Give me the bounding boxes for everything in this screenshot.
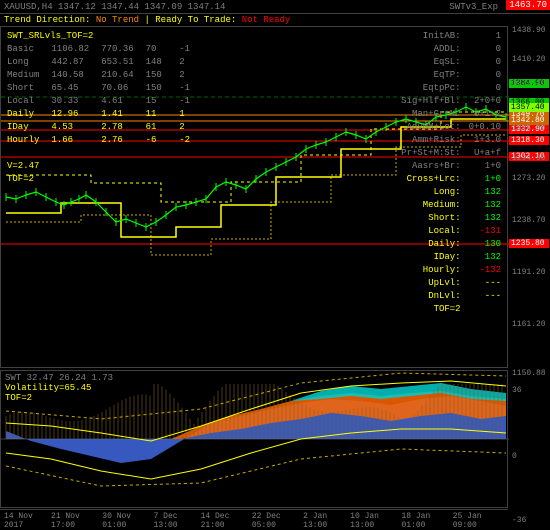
ea-label: SWTv3_Exp <box>449 2 498 12</box>
x-axis: 14 Nov 201721 Nov 17:0030 Nov 01:007 Dec… <box>0 509 508 523</box>
price-tag: 1463.70 <box>506 0 550 10</box>
x-tick: 14 Dec 21:00 <box>201 512 252 521</box>
ready-label: Ready To Trade: <box>155 15 236 25</box>
ready-value: Not Ready <box>242 15 291 25</box>
x-tick: 30 Nov 01:00 <box>102 512 153 521</box>
right-data-table: InitAB:1ADDL:0EqSL:0EqTP:0EqtpPc:0Sig+Hl… <box>393 29 503 317</box>
trend-bar: Trend Direction: No Trend | Ready To Tra… <box>0 14 508 26</box>
x-tick: 22 Dec 05:00 <box>252 512 303 521</box>
y-axis: 1438.901410.201377.101324.001294.901273.… <box>508 14 550 508</box>
x-tick: 14 Nov 2017 <box>4 512 51 521</box>
x-tick: 25 Jan 09:00 <box>453 512 504 521</box>
symbol-label: XAUUSD,H4 1347.12 1347.44 1347.09 1347.1… <box>4 2 225 12</box>
sub-chart[interactable]: SWT 32.47 26.24 1.73 Volatility=65.45 TO… <box>0 370 508 508</box>
main-chart[interactable]: 1349.701342.801332.901318.301302.101235.… <box>0 26 508 368</box>
x-tick: 7 Dec 13:00 <box>154 512 201 521</box>
x-tick: 21 Nov 17:00 <box>51 512 102 521</box>
x-tick: 10 Jan 13:00 <box>350 512 401 521</box>
left-data-table: SWT_SRLvls_TOF=2Basic1106.82770.3670-1Lo… <box>5 29 202 187</box>
x-tick: 2 Jan 13:00 <box>303 512 350 521</box>
header-bar: XAUUSD,H4 1347.12 1347.44 1347.09 1347.1… <box>0 0 550 14</box>
sub-title: SWT 32.47 26.24 1.73 Volatility=65.45 TO… <box>5 373 113 403</box>
trend-dir-value: No Trend <box>96 15 139 25</box>
x-tick: 18 Jan 01:00 <box>401 512 452 521</box>
trend-dir-label: Trend Direction: <box>4 15 90 25</box>
